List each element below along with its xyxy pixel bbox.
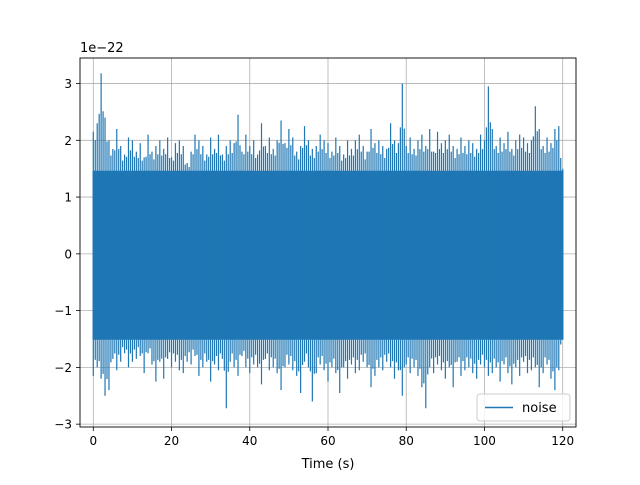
y-tick-label: −2 <box>54 361 72 375</box>
y-tick-label: 3 <box>64 77 72 91</box>
x-tick-label: 100 <box>473 434 496 448</box>
y-offset-label: 1e−22 <box>80 41 124 56</box>
y-tick-label: −1 <box>54 304 72 318</box>
x-tick-label: 20 <box>164 434 179 448</box>
y-tick-label: 2 <box>64 134 72 148</box>
y-tick-label: 1 <box>64 191 72 205</box>
x-tick-label: 120 <box>551 434 574 448</box>
x-axis-ticks: 0 20 40 60 80 100 120 <box>89 427 574 448</box>
x-tick-label: 0 <box>89 434 97 448</box>
x-tick-label: 40 <box>242 434 257 448</box>
x-tick-label: 80 <box>399 434 414 448</box>
legend-noise-label: noise <box>522 401 557 416</box>
noise-series-spikes <box>92 73 564 409</box>
x-axis-label: Time (s) <box>301 457 355 472</box>
y-tick-label: 0 <box>64 247 72 261</box>
x-tick-label: 60 <box>320 434 335 448</box>
legend: noise <box>476 393 571 422</box>
y-tick-label: −3 <box>54 418 72 432</box>
plot-area <box>92 73 564 409</box>
legend-box <box>476 393 571 422</box>
y-axis-ticks: −3 −2 −1 0 1 2 3 <box>54 77 80 432</box>
